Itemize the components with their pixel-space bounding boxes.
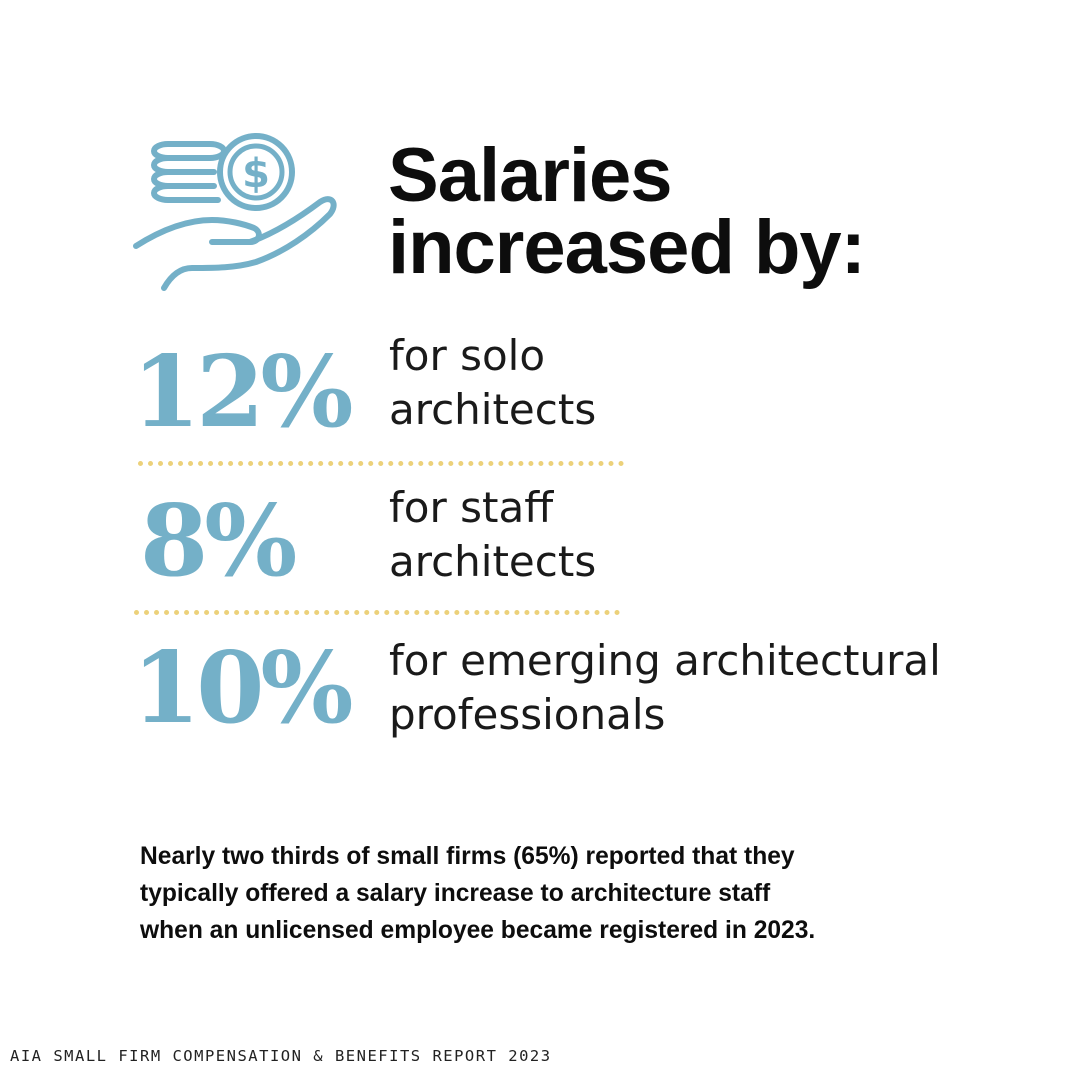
svg-text:$: $ xyxy=(242,151,270,197)
stat-description-line-1: for staff xyxy=(389,483,554,532)
divider xyxy=(134,610,620,615)
stat-description: for staff architects xyxy=(389,481,596,589)
stat-description-line-2: architects xyxy=(389,537,597,586)
source-credit: AIA SMALL FIRM COMPENSATION & BENEFITS R… xyxy=(10,1047,552,1065)
stat-description-line-2: architects xyxy=(389,385,597,434)
footnote-line-2: typically offered a salary increase to a… xyxy=(140,880,771,907)
headline-line-2: increased by: xyxy=(388,205,866,290)
stat-description-line-2: professionals xyxy=(389,690,666,739)
stat-description: for solo architects xyxy=(389,329,596,437)
stat-percent: 10% xyxy=(132,631,353,746)
headline: Salaries increased by: xyxy=(388,133,866,290)
stat-description-line-1: for solo xyxy=(389,331,546,380)
stat-percent: 8% xyxy=(140,484,297,599)
stat-description: for emerging architectural professionals xyxy=(389,634,941,742)
headline-line-1: Salaries xyxy=(388,133,673,218)
stat-description-line-1: for emerging architectural xyxy=(389,636,941,685)
footnote-line-3: when an unlicensed employee became regis… xyxy=(140,917,816,944)
coins-in-hand-icon: $ xyxy=(133,133,337,291)
divider xyxy=(138,461,624,466)
footnote-line-1: Nearly two thirds of small firms (65%) r… xyxy=(140,843,795,870)
footnote-paragraph: Nearly two thirds of small firms (65%) r… xyxy=(140,838,960,949)
stat-percent: 12% xyxy=(132,335,353,450)
